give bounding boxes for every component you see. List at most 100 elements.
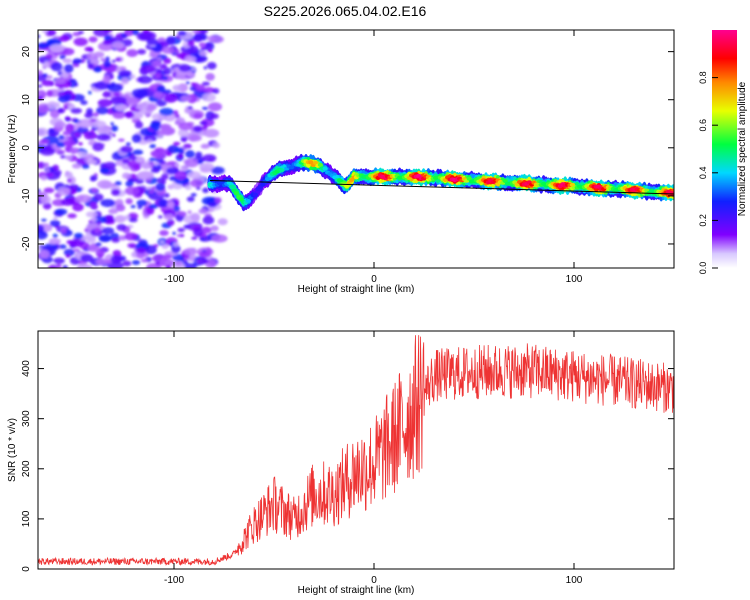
fit-line — [209, 179, 674, 195]
noise-blobs — [38, 30, 228, 268]
noise-blob — [58, 134, 65, 141]
noise-blob — [107, 83, 123, 93]
noise-blob — [38, 48, 41, 52]
noise-blob — [134, 121, 144, 129]
noise-blob — [187, 210, 192, 215]
noise-blob — [186, 196, 195, 202]
noise-blob — [74, 132, 80, 137]
noise-blob — [61, 72, 69, 78]
noise-blob — [196, 257, 209, 265]
snr-ytick-label: 200 — [21, 460, 32, 477]
noise-blob — [49, 167, 55, 173]
noise-blob — [38, 90, 43, 95]
noise-blob — [121, 158, 130, 164]
noise-blob — [202, 154, 217, 163]
noise-blob — [161, 46, 175, 54]
noise-blob — [200, 143, 210, 149]
spectrogram-frame — [37, 29, 675, 269]
noise-blob — [124, 93, 130, 98]
noise-blob — [58, 244, 67, 250]
snr-ytick-label: 100 — [21, 510, 32, 527]
noise-blob — [38, 69, 43, 75]
spectrogram-xtick-label: 100 — [566, 274, 583, 285]
noise-blob — [114, 181, 122, 186]
noise-blob — [176, 53, 186, 59]
noise-blob — [178, 122, 194, 131]
noise-blob — [92, 142, 105, 152]
noise-blob — [137, 204, 143, 210]
noise-blob — [124, 111, 135, 119]
noise-blob — [126, 49, 138, 58]
noise-blob — [184, 185, 192, 191]
noise-blob — [190, 82, 195, 87]
noise-blob — [80, 100, 88, 106]
noise-blob — [202, 215, 215, 225]
noise-blob — [67, 213, 77, 219]
noise-blob — [184, 107, 195, 114]
noise-blob — [173, 110, 179, 116]
noise-blob — [178, 128, 189, 138]
noise-blob — [159, 229, 169, 237]
noise-blob — [206, 62, 217, 70]
noise-blob — [127, 212, 139, 220]
noise-blob — [161, 208, 166, 212]
noise-blob — [144, 104, 157, 111]
noise-blob — [131, 88, 149, 98]
noise-blob — [190, 193, 197, 197]
noise-blob — [158, 215, 163, 219]
noise-blob — [156, 129, 168, 136]
noise-blob — [193, 227, 203, 238]
noise-blob — [114, 215, 126, 223]
noise-blob — [90, 177, 96, 182]
noise-blob — [64, 93, 72, 100]
noise-blob — [91, 216, 98, 223]
noise-blob — [157, 57, 162, 61]
noise-blob — [87, 63, 95, 70]
noise-blob — [88, 36, 98, 43]
noise-blob — [48, 238, 61, 245]
snr-plot-area — [38, 335, 674, 566]
noise-blob — [111, 59, 116, 63]
noise-blob — [105, 66, 117, 73]
noise-blob — [128, 217, 138, 223]
noise-blob — [108, 208, 119, 214]
noise-blob — [49, 129, 55, 135]
noise-blob — [110, 82, 116, 86]
noise-blob — [73, 248, 80, 252]
noise-blob — [115, 57, 122, 62]
noise-blob — [119, 66, 127, 71]
spectrogram-ytick-label: -20 — [21, 236, 32, 251]
noise-blob — [180, 95, 191, 102]
noise-blob — [91, 187, 98, 193]
noise-blob — [148, 189, 155, 195]
noise-blob — [80, 254, 94, 263]
noise-blob — [62, 58, 73, 64]
noise-blob — [49, 219, 61, 228]
noise-blob — [112, 41, 125, 49]
noise-blob — [98, 234, 112, 243]
noise-blob — [161, 243, 169, 249]
noise-blob — [72, 60, 79, 64]
noise-blob — [136, 171, 154, 181]
noise-blob — [77, 126, 89, 134]
noise-blob — [116, 223, 127, 231]
noise-blob — [87, 245, 101, 252]
noise-blob — [117, 138, 125, 142]
noise-blob — [199, 120, 208, 126]
noise-blob — [208, 202, 217, 208]
colorbar-tick-label: 0.0 — [698, 262, 708, 275]
noise-blob — [96, 133, 111, 141]
noise-blob — [205, 43, 212, 48]
noise-blob — [73, 37, 88, 47]
noise-blob — [171, 244, 181, 254]
noise-blob — [131, 260, 141, 265]
noise-blob — [97, 221, 102, 226]
noise-blob — [214, 197, 222, 204]
noise-blob — [63, 139, 76, 147]
noise-blob — [175, 49, 180, 54]
noise-blob — [93, 66, 102, 73]
noise-blob — [210, 225, 219, 232]
noise-blob — [49, 43, 65, 53]
